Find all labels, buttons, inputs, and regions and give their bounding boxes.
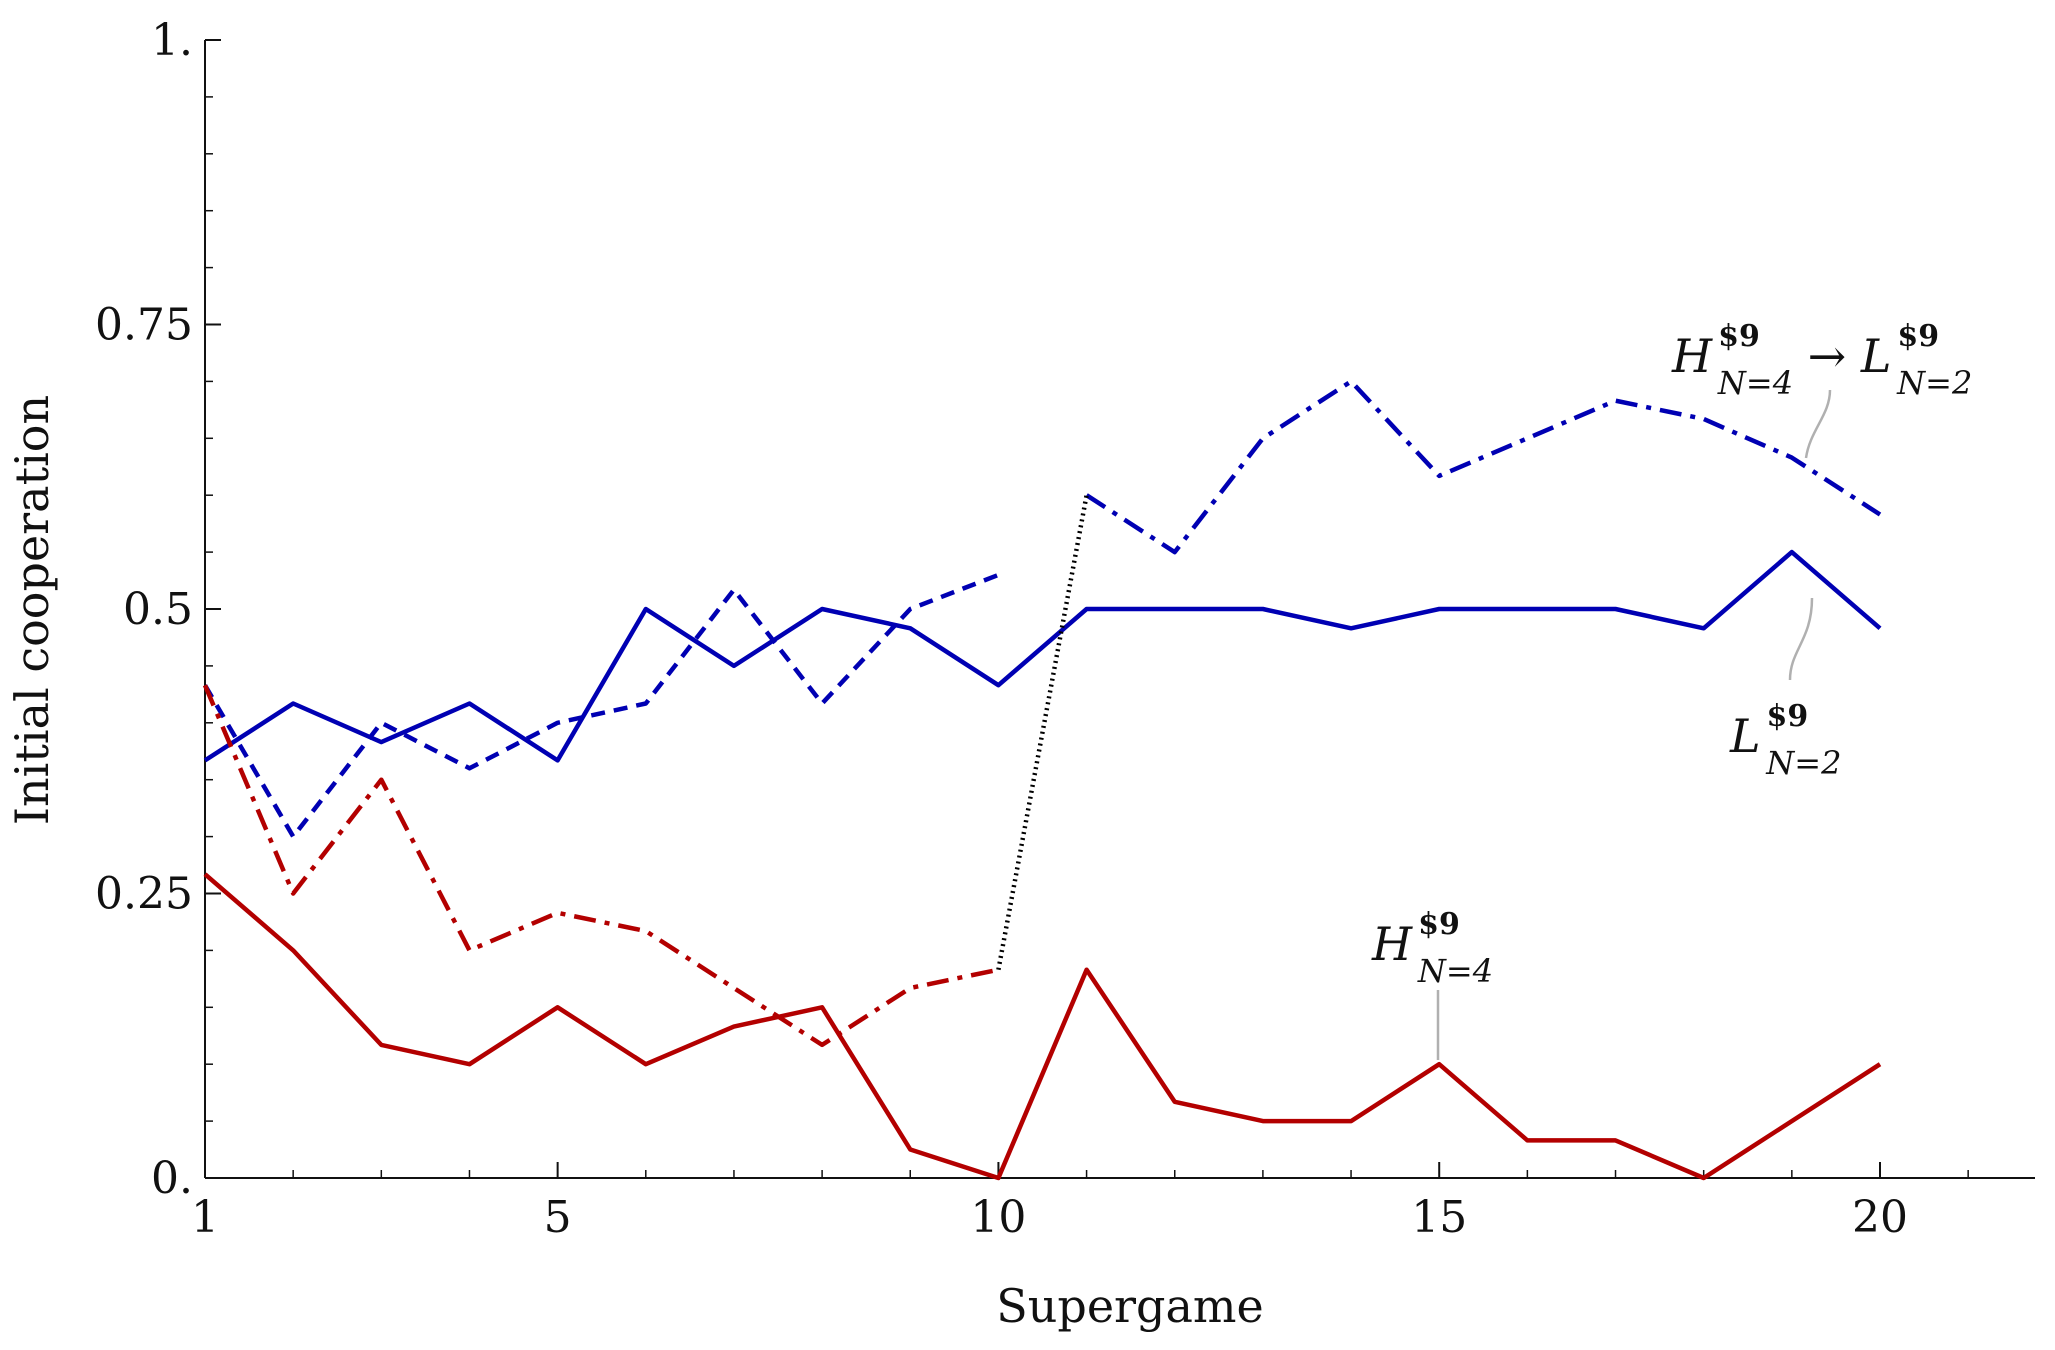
annotation-part: $9 (1897, 319, 1939, 354)
series-line-2 (1085, 379, 1882, 555)
x-tick-label: 15 (1411, 1192, 1467, 1243)
x-tick-label: 20 (1852, 1192, 1908, 1243)
annotation-part: → (1793, 329, 1861, 383)
ticks: 1 5 10 15 200.0.250.50.751. (95, 15, 1969, 1243)
y-tick-label: 0.25 (95, 869, 193, 920)
series-layer (202, 379, 1882, 1181)
annotation-callout-h4-to-l2 (1804, 389, 1832, 459)
annotation-part: N=2 (1896, 364, 1972, 402)
annotation-part: L (1729, 709, 1761, 763)
series-line-3 (203, 872, 1882, 1181)
annotation-part: $9 (1718, 319, 1760, 354)
annotation-h4-to-l2: H $9 N=4 → L $9 N=2 (1671, 319, 1972, 402)
annotation-part: L (1860, 329, 1892, 383)
y-axis-title: Initial cooperation (5, 395, 59, 825)
annotation-part: $9 (1418, 907, 1460, 942)
x-axis-title: Supergame (996, 1279, 1264, 1333)
y-tick-label: 0.75 (95, 300, 193, 351)
y-tick-label: 0.5 (123, 584, 193, 635)
series-line-5 (996, 494, 1089, 971)
x-tick-label: 1 (191, 1192, 219, 1243)
y-tick-label: 1. (151, 15, 193, 66)
x-tick-label: 10 (970, 1192, 1026, 1243)
annotation-h4: H $9 N=4 (1371, 907, 1493, 990)
annotation-part: N=4 (1417, 952, 1493, 990)
annotation-part: N=4 (1717, 364, 1793, 402)
series-line-1 (203, 572, 1000, 839)
annotation-part: H (1671, 329, 1713, 383)
series-line-4 (202, 684, 999, 1048)
series-line-0 (203, 549, 1882, 763)
annotation-part: N=2 (1765, 744, 1841, 782)
annotations-layer: H $9 N=4 → L $9 N=2L $9 N=2H $9 N=4 (1371, 319, 1972, 1060)
y-tick-label: 0. (151, 1153, 193, 1204)
annotation-l2: L $9 N=2 (1729, 699, 1841, 782)
annotation-part: $9 (1767, 699, 1809, 734)
annotation-callout-l2 (1788, 597, 1814, 681)
annotation-part: H (1371, 917, 1413, 971)
x-tick-label: 5 (544, 1192, 572, 1243)
